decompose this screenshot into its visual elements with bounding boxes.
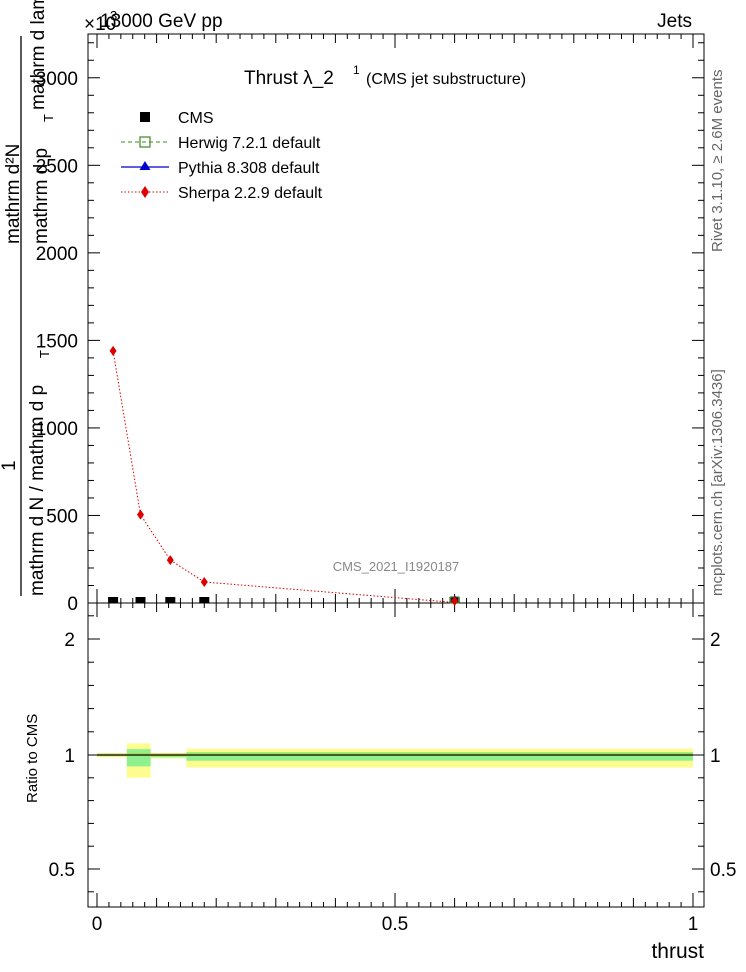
plot-subtitle: (CMS jet substructure): [366, 71, 526, 88]
main-y-tick-label: 3000: [36, 69, 78, 90]
ratio-band-green-3: [186, 752, 693, 761]
legend-sherpa-marker: [141, 186, 149, 198]
legend-pythia-label: Pythia 8.308 default: [178, 160, 320, 177]
main-y-tick-label: 1500: [36, 331, 78, 352]
main-y-tick-label: 1000: [36, 419, 78, 440]
main-y-tick-label: 2500: [36, 156, 78, 177]
x-tick-label: 0.5: [382, 914, 408, 935]
main-y-tick-label: 500: [46, 506, 78, 527]
x-tick-label: 0: [92, 914, 103, 935]
main-y-tick-label: 2000: [36, 244, 78, 265]
ratio-band-green-1: [126, 749, 151, 767]
ylabel-numerator: mathrm d²N: [3, 144, 24, 244]
cms-point: [199, 597, 210, 603]
sherpa-point: [200, 576, 208, 587]
x-tick-label: 1: [688, 914, 699, 935]
legend-herwig-label: Herwig 7.2.1 default: [178, 135, 321, 152]
ratio-y-tick-label-right: 0.5: [710, 860, 736, 881]
sherpa-point: [137, 509, 145, 520]
ylabel-numerator-dpt: mathrm d p: [31, 148, 52, 244]
mcplots-label: mcplots.cern.ch [arXiv:1306.3436]: [709, 369, 726, 596]
ylabel-one: 1: [0, 460, 20, 471]
y-multiplier: ×10: [84, 14, 116, 35]
legend: CMS Herwig 7.2.1 default Pythia 8.308 de…: [121, 110, 323, 202]
ratio-plot-area: [97, 743, 693, 778]
sherpa-point: [166, 555, 174, 566]
ylabel-numerator-dlambda: mathrm d lambda: [28, 0, 49, 110]
ratio-y-axis-label: Ratio to CMS: [24, 714, 41, 803]
jets-label: Jets: [657, 11, 692, 32]
plot-title-superscript: 1: [353, 63, 360, 77]
y-multiplier-exponent: 3: [110, 8, 117, 23]
x-axis-label: thrust: [651, 940, 704, 963]
ratio-y-tick-label: 0.5: [49, 860, 75, 881]
legend-pythia-marker: [139, 161, 151, 170]
plot-title: Thrust λ_2: [244, 68, 334, 89]
ratio-y-tick-label-right: 1: [710, 746, 721, 767]
main-y-axis-label: mathrm d²N mathrm d p T mathrm d lambda …: [0, 0, 56, 596]
cms-point: [108, 597, 119, 603]
ylabel-numerator-t: T: [41, 114, 56, 122]
ylabel-denominator: mathrm d N / mathrm d p: [27, 385, 48, 596]
legend-cms-label: CMS: [178, 110, 214, 127]
ratio-y-tick-label: 2: [64, 630, 75, 651]
analysis-id: CMS_2021_I1920187: [333, 559, 460, 574]
ratio-y-tick-label: 1: [64, 746, 75, 767]
cms-point: [135, 597, 146, 603]
main-y-tick-label: 0: [67, 594, 78, 615]
legend-herwig-marker: [139, 136, 151, 148]
rivet-label: Rivet 3.1.10, ≥ 2.6M events: [709, 70, 726, 253]
legend-sherpa-label: Sherpa 2.2.9 default: [178, 185, 323, 202]
sherpa-point: [451, 596, 459, 606]
cms-point: [165, 597, 176, 603]
legend-cms-marker: [140, 112, 150, 122]
energy-label: 13000 GeV pp: [100, 11, 223, 32]
ylabel-denominator-t: T: [37, 350, 52, 358]
ratio-y-tick-label-right: 2: [710, 630, 721, 651]
sherpa-point: [109, 345, 117, 356]
